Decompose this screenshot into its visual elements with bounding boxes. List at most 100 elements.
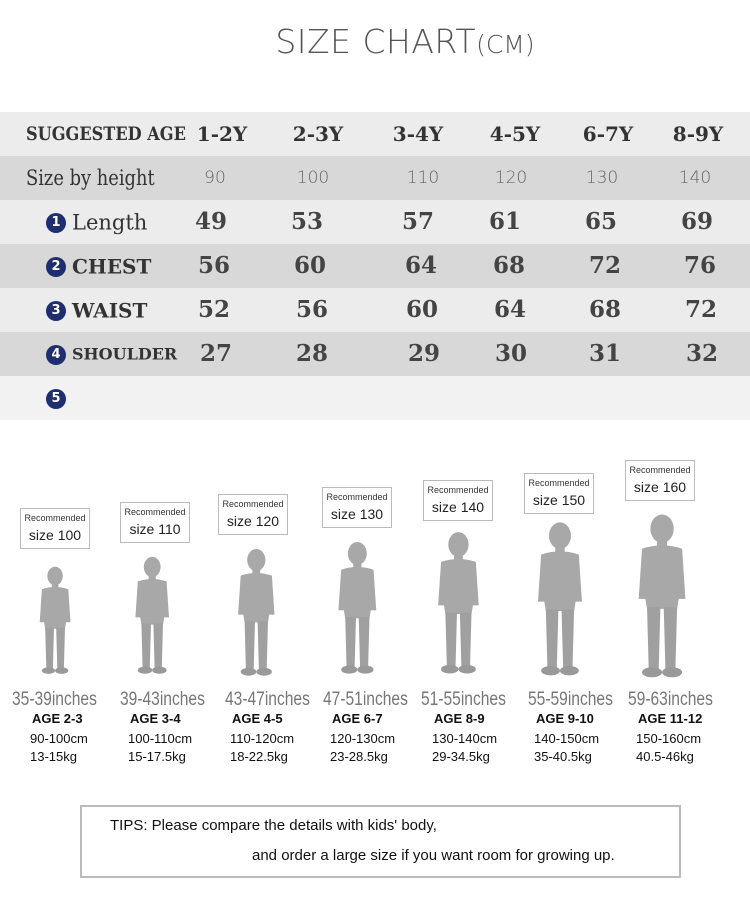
header-label: SUGGESTED AGE <box>26 123 186 145</box>
child-cm: 110-120cm <box>230 731 295 746</box>
header-col: 4-5Y <box>489 122 541 146</box>
measure-label: 3 WAIST <box>46 288 147 332</box>
measure-value: 69 <box>680 208 713 235</box>
child-age: AGE 2-3 <box>32 711 83 726</box>
measure-row-length: 1 Length 49 53 57 61 65 69 <box>0 200 750 244</box>
header-col: 1-2Y <box>196 122 248 146</box>
height-inches: 55-59inches <box>528 689 613 710</box>
recommended-label: Recommended <box>222 499 284 509</box>
recommended-size-box: Recommended size 130 <box>322 487 392 528</box>
tips-line-2: and order a large size if you want room … <box>252 847 615 864</box>
height-value: 130 <box>585 168 619 188</box>
measure-row-shoulder: 4 SHOULDER 27 28 29 30 31 32 <box>0 332 750 376</box>
child-silhouette-icon <box>437 532 479 674</box>
height-inches: 47-51inches <box>323 689 408 710</box>
measure-row-5: 5 <box>0 376 750 420</box>
recommended-label: Recommended <box>629 465 691 475</box>
measure-row-waist: 3 WAIST 52 56 60 64 68 72 <box>0 288 750 332</box>
height-inches: 59-63inches <box>628 689 713 710</box>
measure-name: SHOULDER <box>72 344 178 364</box>
header-col: 3-4Y <box>392 122 444 146</box>
recommended-size: size 110 <box>129 521 181 537</box>
measure-value: 64 <box>493 296 526 323</box>
size-table: SUGGESTED AGE 1-2Y 2-3Y 3-4Y 4-5Y 6-7Y 8… <box>0 112 750 420</box>
child-age: AGE 8-9 <box>434 711 485 726</box>
height-inches: 43-47inches <box>225 689 310 710</box>
measure-label: 4 SHOULDER <box>46 332 177 376</box>
recommended-size-box: Recommended size 100 <box>20 508 90 549</box>
measure-value: 68 <box>492 252 525 279</box>
measure-label: 1 Length <box>46 200 147 244</box>
child-age: AGE 11-12 <box>638 711 703 726</box>
measure-value: 60 <box>405 296 438 323</box>
measure-value: 76 <box>683 252 716 279</box>
measure-value: 30 <box>494 340 527 367</box>
measure-label: 2 CHEST <box>46 244 151 288</box>
tips-box: TIPS: Please compare the details with ki… <box>80 805 681 878</box>
measure-name: WAIST <box>72 298 148 323</box>
measure-value: 53 <box>290 208 323 235</box>
height-inches: 51-55inches <box>421 689 506 710</box>
height-value: 110 <box>406 168 440 188</box>
measure-value: 27 <box>199 340 232 367</box>
measure-value: 49 <box>194 208 227 235</box>
number-badge: 3 <box>46 300 66 321</box>
recommended-label: Recommended <box>24 513 86 523</box>
child-age: AGE 6-7 <box>332 711 383 726</box>
header-col: 2-3Y <box>292 122 344 146</box>
tips-line-1: TIPS: Please compare the details with ki… <box>110 817 437 834</box>
height-value: 100 <box>296 168 330 188</box>
child-kg: 40.5-46kg <box>636 749 694 764</box>
measure-value: 56 <box>197 252 230 279</box>
height-value: 140 <box>678 168 712 188</box>
recommended-size: size 100 <box>28 527 82 543</box>
number-badge: 5 <box>46 388 66 409</box>
measure-label: 5 <box>46 376 72 420</box>
recommended-size: size 120 <box>226 513 280 529</box>
child-cm: 140-150cm <box>534 731 600 746</box>
child-silhouette-icon <box>338 542 376 674</box>
recommended-label: Recommended <box>124 507 186 517</box>
recommended-label: Recommended <box>326 492 388 502</box>
measure-value: 65 <box>584 208 617 235</box>
measure-value: 72 <box>684 296 717 323</box>
height-inches: 35-39inches <box>12 689 97 710</box>
measure-value: 56 <box>295 296 328 323</box>
measure-value: 61 <box>488 208 521 235</box>
header-col: 6-7Y <box>582 122 634 146</box>
height-value: 90 <box>204 168 226 188</box>
child-cm: 150-160cm <box>636 731 702 746</box>
recommended-size-box: Recommended size 160 <box>625 460 695 501</box>
height-label: Size by height <box>26 166 155 190</box>
measure-value: 64 <box>404 252 437 279</box>
child-kg: 18-22.5kg <box>230 749 288 764</box>
child-silhouette-icon <box>638 514 686 678</box>
child-silhouette-icon <box>135 556 169 674</box>
child-kg: 23-28.5kg <box>330 749 388 764</box>
recommended-size-box: Recommended size 120 <box>218 494 288 535</box>
recommended-size-box: Recommended size 140 <box>423 480 493 521</box>
child-cm: 100-110cm <box>128 731 193 746</box>
child-cm: 90-100cm <box>30 731 88 746</box>
child-kg: 35-40.5kg <box>534 749 592 764</box>
measure-row-chest: 2 CHEST 56 60 64 68 72 76 <box>0 244 750 288</box>
measure-value: 31 <box>588 340 621 367</box>
recommended-size-box: Recommended size 110 <box>120 502 190 543</box>
recommended-label: Recommended <box>427 485 489 495</box>
recommended-size: size 140 <box>431 499 485 515</box>
child-age: AGE 9-10 <box>536 711 594 726</box>
number-badge: 2 <box>46 256 66 277</box>
recommended-size-box: Recommended size 150 <box>524 473 594 514</box>
measure-name: Length <box>72 210 148 235</box>
child-cm: 130-140cm <box>432 731 498 746</box>
measure-value: 52 <box>197 296 230 323</box>
child-cm: 120-130cm <box>330 731 396 746</box>
measure-value: 28 <box>295 340 328 367</box>
title-unit: (CM) <box>476 30 535 59</box>
measure-value: 72 <box>588 252 621 279</box>
recommended-size: size 130 <box>330 506 384 522</box>
page-title: SIZE CHART(CM) <box>0 22 750 61</box>
child-kg: 13-15kg <box>30 749 77 764</box>
child-kg: 29-34.5kg <box>432 749 490 764</box>
number-badge: 1 <box>46 212 66 233</box>
